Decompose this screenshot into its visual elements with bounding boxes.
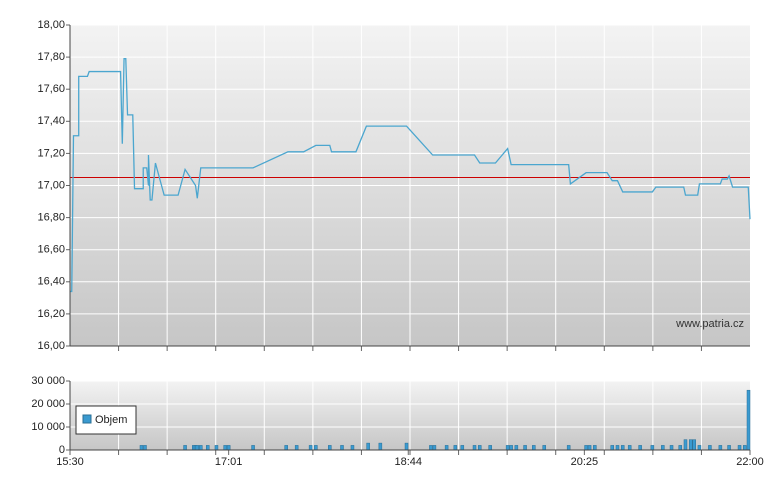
volume-bar (746, 389, 751, 451)
volume-bar (199, 445, 203, 451)
volume-bar (139, 445, 144, 451)
volume-bar (366, 442, 370, 451)
x-tick-label: 17:01 (215, 456, 243, 468)
volume-bar (683, 439, 688, 451)
volume-bar (143, 445, 147, 451)
volume-bar (532, 445, 536, 451)
volume-bar (429, 445, 433, 451)
volume-bar (587, 445, 592, 451)
volume-bar (509, 445, 513, 451)
volume-bar (183, 445, 187, 451)
volume-bar (584, 445, 588, 451)
volume-bar (284, 445, 288, 451)
volume-bar (350, 445, 355, 451)
volume-bar (743, 445, 747, 451)
volume-bar (692, 439, 696, 451)
x-tick-label: 18:44 (394, 456, 422, 468)
volume-bar (340, 445, 344, 451)
price-line (70, 58, 751, 293)
volume-bar (205, 445, 210, 451)
legend-swatch (82, 414, 92, 424)
volume-bar (650, 445, 655, 451)
volume-bar (294, 445, 299, 451)
volume-bar (542, 445, 547, 451)
volume-bar (453, 445, 458, 451)
volume-bar (678, 445, 683, 451)
y-tick-label: 16,60 (37, 244, 65, 256)
volume-bar (505, 445, 510, 451)
volume-bar (737, 445, 742, 451)
x-tick-label: 22:00 (736, 456, 764, 468)
volume-bar (251, 445, 255, 451)
volume-bar (404, 442, 409, 451)
volume-bar (661, 445, 665, 451)
y-tick-label: 16,00 (37, 340, 65, 352)
y-tick-label: 17,80 (37, 51, 65, 63)
y-tick-label: 18,00 (37, 19, 65, 31)
volume-bar (226, 445, 231, 451)
x-tick-label: 20:25 (571, 456, 599, 468)
volume-bar (314, 445, 318, 451)
volume-bar (697, 445, 702, 451)
volume-bar (308, 445, 313, 451)
volume-bar (378, 442, 383, 451)
x-tick-label: 15:30 (56, 456, 84, 468)
y-tick-label: 17,60 (37, 83, 65, 95)
y-tick-label: 30 000 (31, 375, 65, 387)
volume-bar (488, 445, 492, 451)
volume-bar (432, 445, 437, 451)
y-tick-label: 10 000 (31, 421, 65, 433)
volume-bar (328, 445, 332, 451)
y-tick-label: 17,20 (37, 147, 65, 159)
volume-bar (566, 445, 571, 451)
volume-bar (195, 445, 200, 451)
volume-bar (627, 445, 632, 451)
legend: Objem (75, 405, 137, 435)
volume-bar (472, 445, 477, 451)
watermark: www.patria.cz (675, 318, 744, 330)
volume-bar (514, 445, 519, 451)
volume-bar (708, 445, 712, 451)
y-tick-label: 17,00 (37, 179, 65, 191)
volume-bar (615, 445, 620, 451)
volume-bar (214, 445, 219, 451)
y-tick-label: 16,80 (37, 212, 65, 224)
volume-bar (688, 439, 693, 451)
volume-bar (638, 445, 642, 451)
volume-bar (477, 445, 482, 451)
volume-bar (460, 445, 465, 451)
volume-bar (444, 445, 449, 451)
legend-label: Objem (95, 414, 127, 426)
volume-bar (593, 445, 597, 451)
volume-bar (610, 445, 615, 451)
volume-bar (727, 445, 731, 451)
volume-bar (718, 445, 723, 451)
volume-bar (523, 445, 527, 451)
volume-bar (620, 445, 625, 451)
y-tick-label: 17,40 (37, 115, 65, 127)
y-tick-label: 16,20 (37, 308, 65, 320)
volume-bar (669, 445, 674, 451)
y-tick-label: 20 000 (31, 398, 65, 410)
y-tick-label: 16,40 (37, 276, 65, 288)
y-tick-label: 0 (59, 444, 65, 456)
volume-bar (223, 445, 227, 451)
